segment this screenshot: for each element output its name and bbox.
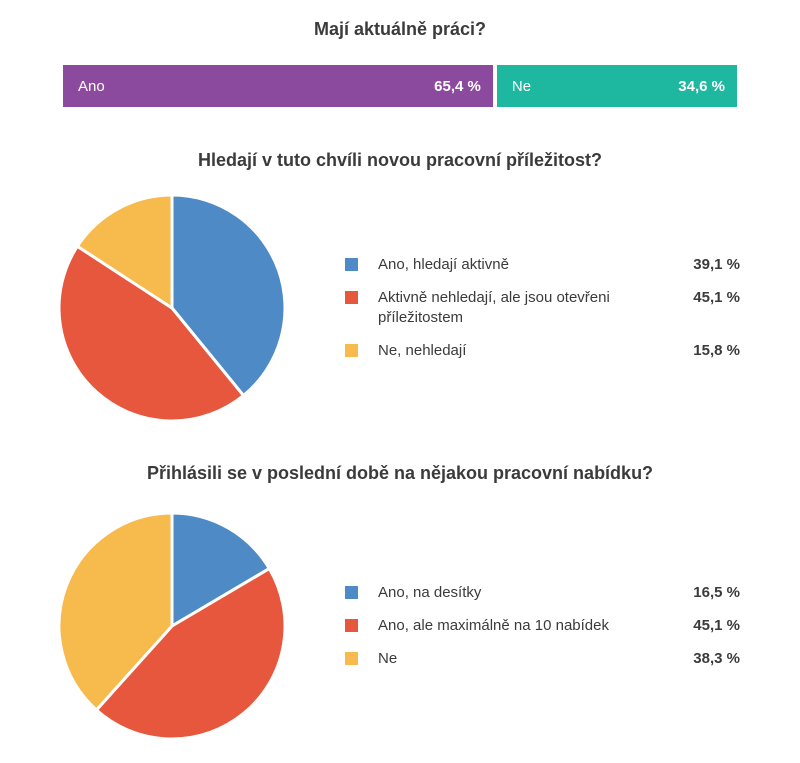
bar-segment-label: Ne [511, 77, 532, 95]
legend-swatch-red [345, 291, 358, 304]
legend-label: Aktivně nehledají, ale jsou otevřeni pří… [378, 289, 610, 326]
legend-label: Ne, nehledají [378, 342, 467, 359]
legend-item: Ne 38,3 % [345, 649, 740, 669]
legend-swatch-blue [345, 258, 358, 271]
legend-value: 16,5 % [693, 584, 740, 601]
legend-label: Ne [378, 650, 398, 667]
pie2-title: Přihlásili se v poslední době na nějakou… [146, 463, 654, 483]
legend-item: Ne, nehledají 15,8 % [345, 341, 740, 361]
legend-item: Ano, ale maximálně na 10 nabídek 45,1 % [345, 616, 740, 636]
pie1-section: Ano, hledají aktivně 39,1 % Aktivně nehl… [56, 192, 740, 424]
legend-swatch-red [345, 619, 358, 632]
pie-chart-2 [57, 511, 287, 741]
legend-value: 45,1 % [693, 617, 740, 634]
legend-value: 45,1 % [693, 289, 740, 306]
legend-value: 39,1 % [693, 256, 740, 273]
pie2-legend: Ano, na desítky 16,5 % Ano, ale maximáln… [345, 583, 740, 669]
bar-segment-ne: Ne 34,6 % [496, 65, 737, 107]
bar-segment-ano: Ano 65,4 % [63, 65, 493, 107]
employment-infographic: Mají aktuálně práci? Ano 65,4 % Ne 34,6 … [56, 19, 740, 742]
pie-chart-1 [57, 193, 287, 423]
legend-swatch-yellow [345, 344, 358, 357]
legend-item: Aktivně nehledají, ale jsou otevřeni pří… [345, 288, 740, 328]
pie-slice [57, 511, 174, 712]
pie1-legend: Ano, hledají aktivně 39,1 % Aktivně nehl… [345, 255, 740, 361]
pie-slice [57, 244, 245, 423]
bar-segment-value: 65,4 % [434, 77, 481, 95]
pie-slice [170, 193, 287, 398]
pie-slice [170, 511, 271, 628]
legend-item: Ano, na desítky 16,5 % [345, 583, 740, 603]
legend-label: Ano, ale maximálně na 10 nabídek [378, 617, 609, 634]
stacked-bar-chart: Ano 65,4 % Ne 34,6 % [63, 65, 737, 107]
legend-label: Ano, hledají aktivně [378, 256, 509, 273]
pie2-section: Ano, na desítky 16,5 % Ano, ale maximáln… [56, 510, 740, 742]
legend-label: Ano, na desítky [378, 584, 482, 601]
legend-value: 38,3 % [693, 650, 740, 667]
legend-swatch-blue [345, 586, 358, 599]
legend-swatch-yellow [345, 652, 358, 665]
legend-item: Ano, hledají aktivně 39,1 % [345, 255, 740, 275]
pie-slice [75, 193, 174, 310]
pie-slice [94, 567, 287, 741]
bar-segment-label: Ano [78, 77, 105, 95]
bar-segment-value: 34,6 % [678, 77, 725, 95]
bar-chart-title: Mají aktuálně práci? [313, 19, 487, 39]
legend-value: 15,8 % [693, 342, 740, 359]
pie1-title: Hledají v tuto chvíli novou pracovní pří… [197, 150, 603, 170]
